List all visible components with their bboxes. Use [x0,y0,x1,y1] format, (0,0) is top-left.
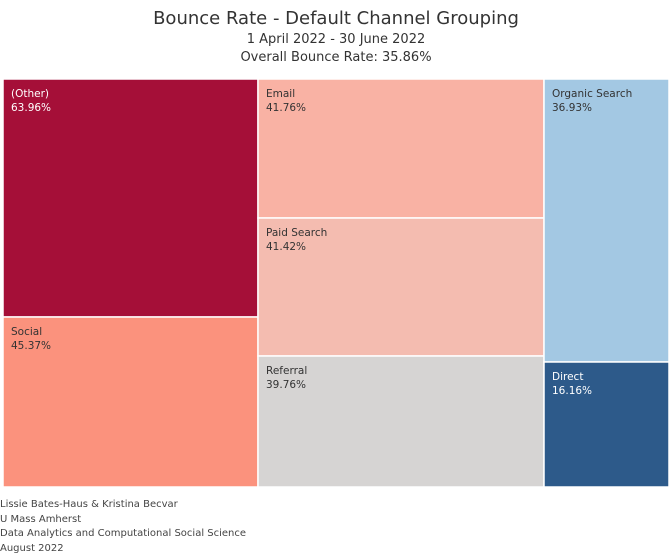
tile-value-email: 41.76% [266,102,306,114]
tile-rect-email[interactable] [257,78,545,219]
footer-line-date: August 2022 [0,542,64,554]
tile-name-social: Social [11,326,42,338]
tile-name-email: Email [266,88,295,100]
tile-value-social: 45.37% [11,340,51,352]
tile-value-organic-search: 36.93% [552,102,592,114]
footer-line-institution: U Mass Amherst [0,513,82,525]
tile-rect-direct[interactable] [543,361,670,488]
tile-rect-paid-search[interactable] [257,217,545,357]
footer-line-authors: Lissie Bates-Haus & Kristina Becvar [0,499,178,510]
tile-name-paid-search: Paid Search [266,227,327,239]
tile-value-other: 63.96% [11,102,51,114]
tile-name-other: (Other) [11,88,49,100]
chart-title: Bounce Rate - Default Channel Grouping [153,8,519,29]
footer-credits: Lissie Bates-Haus & Kristina Becvar U Ma… [0,498,246,556]
tile-paid-search[interactable]: Paid Search 41.42% [257,217,545,357]
tile-rect-social[interactable] [2,316,259,488]
tile-rect-referral[interactable] [257,355,545,488]
tile-direct[interactable]: Direct 16.16% [543,361,670,488]
tile-name-organic-search: Organic Search [552,88,632,100]
tile-name-referral: Referral [266,365,307,377]
tile-other[interactable]: (Other) 63.96% [2,78,259,318]
tile-rect-organic-search[interactable] [543,78,670,363]
tile-referral[interactable]: Referral 39.76% [257,355,545,488]
treemap-chart: (Other) 63.96% Social 45.37% Email 41.76% Paid… [2,78,670,488]
tile-email[interactable]: Email 41.76% [257,78,545,219]
tile-value-paid-search: 41.42% [266,241,306,253]
footer-line-program: Data Analytics and Computational Social … [0,528,247,539]
tile-value-direct: 16.16% [552,385,592,397]
tile-social[interactable]: Social 45.37% [2,316,259,488]
chart-overall-rate: Overall Bounce Rate: 35.86% [240,50,432,65]
tile-organic-search[interactable]: Organic Search 36.93% [543,78,670,363]
tile-name-direct: Direct [552,371,583,383]
tile-rect-other[interactable] [2,78,259,318]
chart-date-range: 1 April 2022 - 30 June 2022 [246,32,426,47]
tile-value-referral: 39.76% [266,379,306,391]
